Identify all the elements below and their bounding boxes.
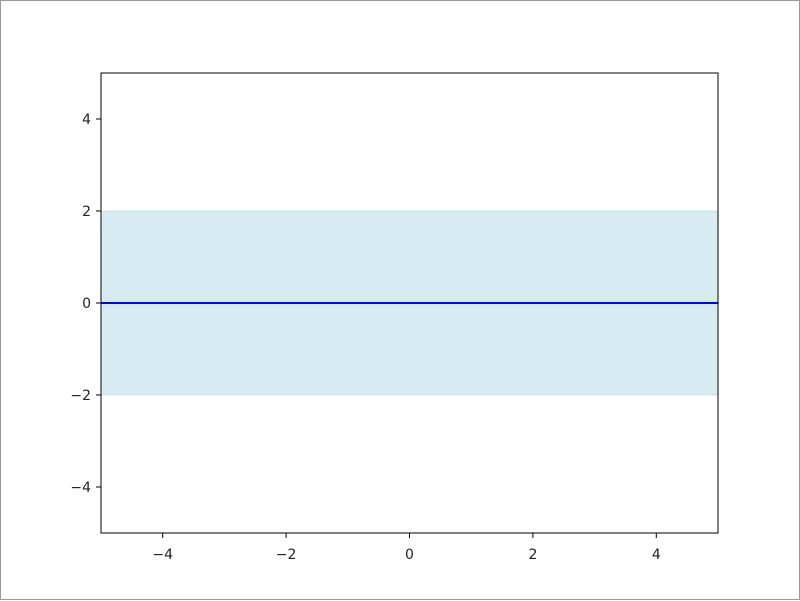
x-tick-label: 2 bbox=[528, 547, 537, 563]
x-tick-label: 4 bbox=[652, 547, 661, 563]
x-tick-label: −2 bbox=[276, 547, 297, 563]
x-tick-label: −4 bbox=[152, 547, 173, 563]
x-tick-label: 0 bbox=[405, 547, 414, 563]
y-tick-label: −4 bbox=[70, 480, 91, 496]
x-axis: −4 −2 0 2 4 bbox=[152, 533, 661, 563]
y-tick-label: 2 bbox=[82, 204, 91, 220]
y-tick-label: −2 bbox=[70, 388, 91, 404]
y-tick-label: 0 bbox=[82, 296, 91, 312]
y-axis: −4 −2 0 2 4 bbox=[70, 112, 101, 496]
y-tick-label: 4 bbox=[82, 112, 91, 128]
